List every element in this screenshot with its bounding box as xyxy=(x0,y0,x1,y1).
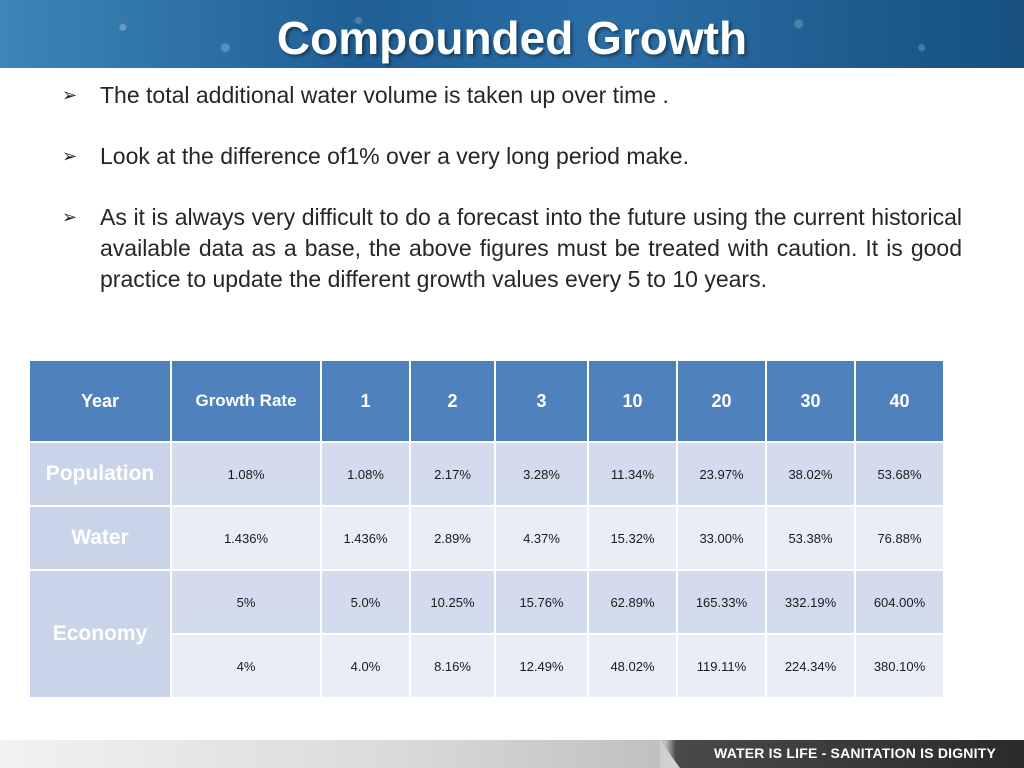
table-cell: 4.0% xyxy=(320,633,411,699)
footer-bar: WATER IS LIFE - SANITATION IS DIGNITY xyxy=(0,740,1024,768)
table-cell: 380.10% xyxy=(854,633,945,699)
page-title: Compounded Growth xyxy=(276,12,748,64)
table-cell: 4% xyxy=(170,633,322,699)
row-label: Water xyxy=(28,505,172,571)
table-cell: 48.02% xyxy=(587,633,678,699)
column-header: 1 xyxy=(320,359,411,443)
column-header: 40 xyxy=(854,359,945,443)
table-row: 4% 4.0% 8.16% 12.49% 48.02% 119.11% 224.… xyxy=(29,633,945,699)
column-header: Year xyxy=(28,359,172,443)
table-cell: 10.25% xyxy=(409,569,496,635)
arrow-bullet-icon: ➢ xyxy=(62,207,78,227)
table-cell: 8.16% xyxy=(409,633,496,699)
table-cell: 5% xyxy=(170,569,322,635)
table-cell: 12.49% xyxy=(494,633,589,699)
table-cell: 604.00% xyxy=(854,569,945,635)
table-row: Economy 5% 5.0% 10.25% 15.76% 62.89% 165… xyxy=(28,569,945,699)
table-cell: 2.17% xyxy=(409,441,496,507)
footer-divider xyxy=(660,740,680,768)
table-cell: 15.76% xyxy=(494,569,589,635)
table-cell: 5.0% xyxy=(320,569,411,635)
table-cell: 38.02% xyxy=(765,441,856,507)
growth-table: Year Growth Rate 1 2 3 10 20 30 40 Popul… xyxy=(28,359,945,699)
table-cell: 76.88% xyxy=(854,505,945,571)
table-cell: 1.08% xyxy=(170,441,322,507)
table-cell: 3.28% xyxy=(494,441,589,507)
title-banner: Compounded Growth xyxy=(0,0,1024,68)
table-cell: 11.34% xyxy=(587,441,678,507)
table-row: Water 1.436% 1.436% 2.89% 4.37% 15.32% 3… xyxy=(28,505,945,571)
column-header: 3 xyxy=(494,359,589,443)
table-cell: 33.00% xyxy=(676,505,767,571)
bullet-text: Look at the difference of1% over a very … xyxy=(100,143,689,169)
table-cell: 4.37% xyxy=(494,505,589,571)
arrow-bullet-icon: ➢ xyxy=(62,146,78,166)
table-row: Population 1.08% 1.08% 2.17% 3.28% 11.34… xyxy=(28,441,945,507)
table-header-row: Year Growth Rate 1 2 3 10 20 30 40 xyxy=(28,359,945,443)
growth-table-container: Year Growth Rate 1 2 3 10 20 30 40 Popul… xyxy=(28,359,945,699)
table-cell: 23.97% xyxy=(676,441,767,507)
footer-slogan: WATER IS LIFE - SANITATION IS DIGNITY xyxy=(714,745,996,761)
table-cell: 119.11% xyxy=(676,633,767,699)
arrow-bullet-icon: ➢ xyxy=(62,85,78,105)
bullet-text: The total additional water volume is tak… xyxy=(100,82,669,108)
row-label: Economy xyxy=(28,569,172,699)
table-cell: 62.89% xyxy=(587,569,678,635)
table-cell: 2.89% xyxy=(409,505,496,571)
table-cell: 332.19% xyxy=(765,569,856,635)
table-cell: 1.436% xyxy=(170,505,322,571)
table-cell: 224.34% xyxy=(765,633,856,699)
table-cell: 53.38% xyxy=(765,505,856,571)
column-header: Growth Rate xyxy=(170,359,322,443)
table-cell: 1.08% xyxy=(320,441,411,507)
table-cell: 165.33% xyxy=(676,569,767,635)
table-cell: 1.436% xyxy=(320,505,411,571)
table-cell: 15.32% xyxy=(587,505,678,571)
column-header: 20 xyxy=(676,359,767,443)
column-header: 30 xyxy=(765,359,856,443)
column-header: 2 xyxy=(409,359,496,443)
table-cell: 53.68% xyxy=(854,441,945,507)
row-label: Population xyxy=(28,441,172,507)
column-header: 10 xyxy=(587,359,678,443)
bullet-text: As it is always very difficult to do a f… xyxy=(100,204,962,292)
